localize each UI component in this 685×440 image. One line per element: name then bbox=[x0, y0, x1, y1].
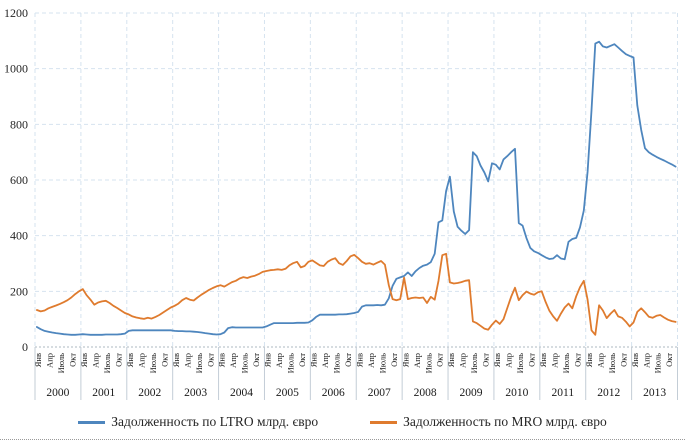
svg-text:2012: 2012 bbox=[597, 387, 620, 399]
svg-text:Янв: Янв bbox=[171, 353, 181, 367]
svg-text:Янв: Янв bbox=[584, 353, 594, 367]
svg-text:2004: 2004 bbox=[230, 387, 253, 399]
svg-text:Янв: Янв bbox=[125, 353, 135, 367]
svg-text:Апр: Апр bbox=[412, 353, 422, 368]
svg-text:2001: 2001 bbox=[92, 387, 115, 399]
svg-text:Июль: Июль bbox=[148, 353, 158, 374]
svg-text:1000: 1000 bbox=[4, 62, 28, 76]
svg-text:Янв: Янв bbox=[400, 353, 410, 367]
svg-text:Окт: Окт bbox=[159, 353, 169, 367]
svg-text:Янв: Янв bbox=[263, 353, 273, 367]
svg-text:Июль: Июль bbox=[423, 353, 433, 374]
svg-text:Янв: Янв bbox=[492, 353, 502, 367]
legend: Задолженность по LTRO млрд. євро Задолже… bbox=[0, 414, 685, 430]
svg-text:Янв: Янв bbox=[217, 353, 227, 367]
svg-text:2005: 2005 bbox=[276, 387, 299, 399]
svg-text:Июль: Июль bbox=[653, 353, 663, 374]
svg-text:Окт: Окт bbox=[251, 353, 261, 367]
svg-text:Июль: Июль bbox=[561, 353, 571, 374]
svg-text:200: 200 bbox=[10, 284, 28, 298]
svg-text:2013: 2013 bbox=[643, 387, 666, 399]
svg-text:Окт: Окт bbox=[343, 353, 353, 367]
svg-text:Окт: Окт bbox=[664, 353, 674, 367]
svg-text:Апр: Апр bbox=[45, 353, 55, 368]
svg-text:Янв: Янв bbox=[79, 353, 89, 367]
svg-text:2006: 2006 bbox=[322, 387, 345, 399]
svg-text:Июль: Июль bbox=[286, 353, 296, 374]
legend-item-ltro: Задолженность по LTRO млрд. євро bbox=[78, 414, 318, 430]
svg-text:2007: 2007 bbox=[368, 387, 391, 399]
svg-text:Окт: Окт bbox=[205, 353, 215, 367]
svg-text:Окт: Окт bbox=[572, 353, 582, 367]
svg-text:Янв: Янв bbox=[446, 353, 456, 367]
svg-text:Апр: Апр bbox=[504, 353, 514, 368]
svg-text:Окт: Окт bbox=[389, 353, 399, 367]
svg-text:Июль: Июль bbox=[607, 353, 617, 374]
svg-text:Апр: Апр bbox=[274, 353, 284, 368]
svg-text:Окт: Окт bbox=[114, 353, 124, 367]
svg-text:Июль: Июль bbox=[56, 353, 66, 374]
svg-text:Апр: Апр bbox=[366, 353, 376, 368]
svg-text:Апр: Апр bbox=[550, 353, 560, 368]
svg-text:Окт: Окт bbox=[527, 353, 537, 367]
svg-text:Окт: Окт bbox=[618, 353, 628, 367]
svg-text:Июль: Июль bbox=[332, 353, 342, 374]
svg-text:Июль: Июль bbox=[102, 353, 112, 374]
mro-line-swatch bbox=[370, 420, 398, 424]
svg-text:Янв: Янв bbox=[538, 353, 548, 367]
svg-text:800: 800 bbox=[10, 117, 28, 131]
svg-text:Июль: Июль bbox=[515, 353, 525, 374]
svg-text:Янв: Янв bbox=[630, 353, 640, 367]
svg-text:2010: 2010 bbox=[505, 387, 528, 399]
svg-text:2000: 2000 bbox=[46, 387, 69, 399]
svg-text:2011: 2011 bbox=[552, 387, 575, 399]
legend-item-mro: Задолженность по MRO млрд. євро bbox=[370, 414, 607, 430]
svg-text:Июль: Июль bbox=[377, 353, 387, 374]
svg-text:Апр: Апр bbox=[641, 353, 651, 368]
svg-text:2003: 2003 bbox=[184, 387, 207, 399]
svg-text:Окт: Окт bbox=[68, 353, 78, 367]
svg-text:Окт: Окт bbox=[435, 353, 445, 367]
svg-text:Июль: Июль bbox=[469, 353, 479, 374]
svg-text:2008: 2008 bbox=[414, 387, 437, 399]
svg-text:Апр: Апр bbox=[458, 353, 468, 368]
svg-text:Окт: Окт bbox=[481, 353, 491, 367]
svg-text:400: 400 bbox=[10, 229, 28, 243]
svg-text:Июль: Июль bbox=[194, 353, 204, 374]
svg-text:Апр: Апр bbox=[136, 353, 146, 368]
legend-label-mro: Задолженность по MRO млрд. євро bbox=[403, 414, 607, 429]
svg-text:Апр: Апр bbox=[228, 353, 238, 368]
svg-text:2009: 2009 bbox=[460, 387, 483, 399]
svg-text:Июль: Июль bbox=[240, 353, 250, 374]
svg-text:600: 600 bbox=[10, 173, 28, 187]
svg-text:2002: 2002 bbox=[138, 387, 161, 399]
svg-text:Апр: Апр bbox=[91, 353, 101, 368]
svg-text:Апр: Апр bbox=[182, 353, 192, 368]
svg-text:Апр: Апр bbox=[320, 353, 330, 368]
svg-text:Янв: Янв bbox=[33, 353, 43, 367]
svg-text:0: 0 bbox=[22, 340, 28, 354]
ltro-line-swatch bbox=[78, 420, 106, 424]
svg-text:Янв: Янв bbox=[309, 353, 319, 367]
svg-text:Янв: Янв bbox=[354, 353, 364, 367]
svg-text:1200: 1200 bbox=[4, 6, 28, 20]
svg-text:Окт: Окт bbox=[297, 353, 307, 367]
svg-text:Апр: Апр bbox=[595, 353, 605, 368]
legend-label-ltro: Задолженность по LTRO млрд. євро bbox=[111, 414, 319, 429]
